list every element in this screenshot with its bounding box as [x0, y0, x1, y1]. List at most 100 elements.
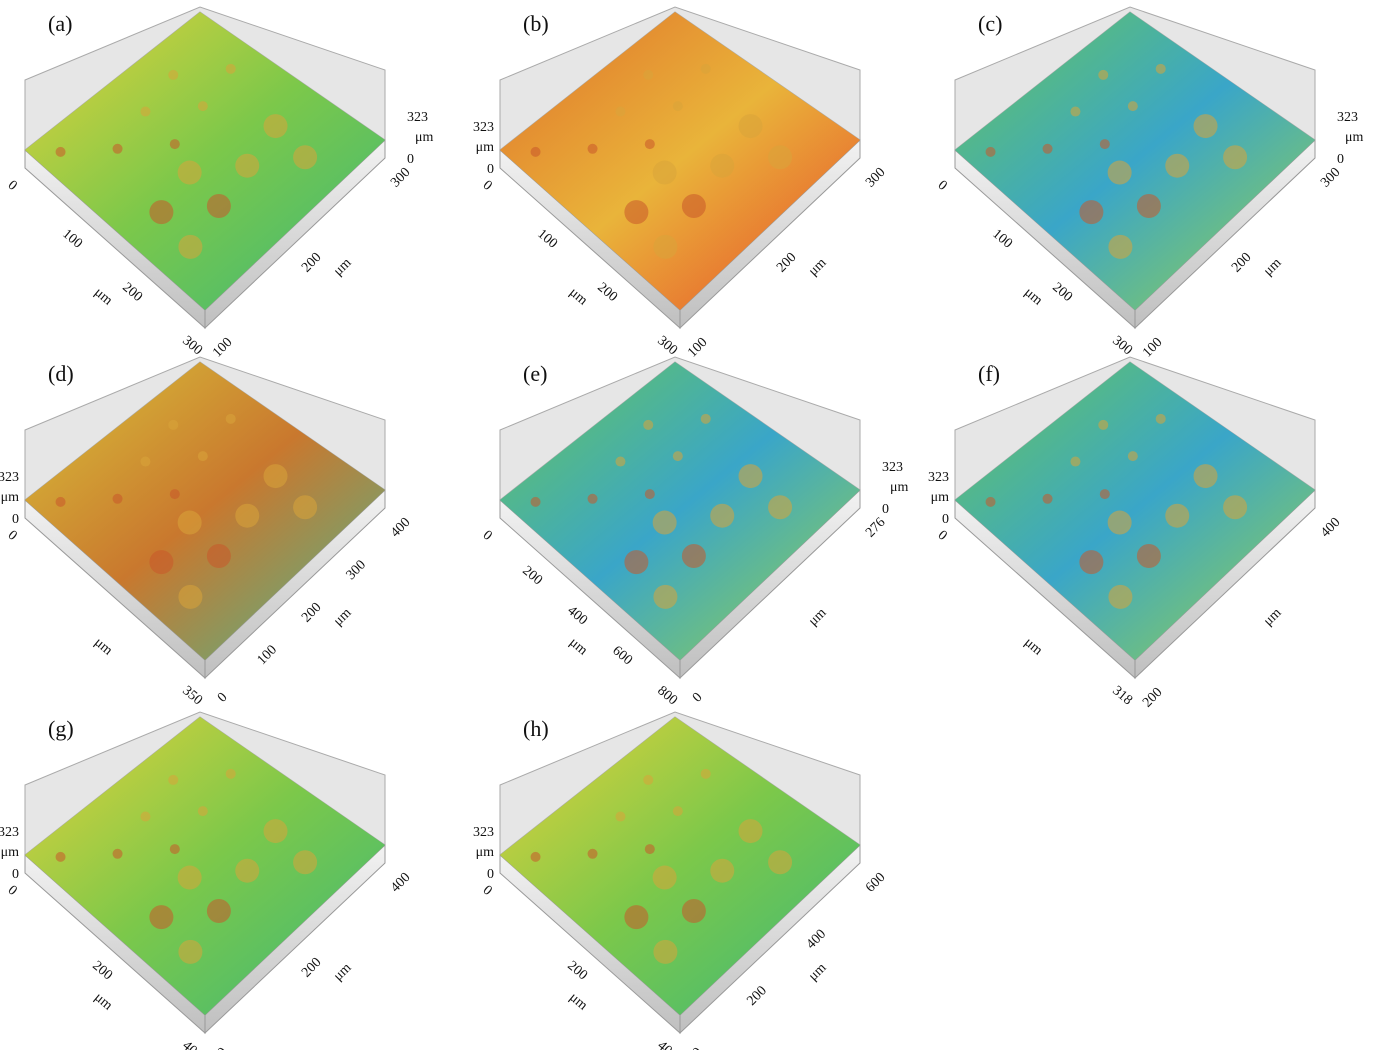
y-tick-label: 200 — [744, 983, 769, 1008]
y-tick-label: 400 — [1318, 515, 1343, 540]
x-tick-label: 350 — [179, 683, 205, 708]
surface-feature — [644, 139, 655, 150]
surface-feature — [1193, 464, 1218, 489]
y-unit: μm — [806, 255, 830, 279]
surface-panel: (d) 0 350 μm 0 100 200 300 400 μm 323 μm 0 — [0, 356, 414, 708]
surface-feature — [644, 489, 655, 500]
z-tick-label: 0 — [882, 502, 889, 517]
surface-feature — [178, 584, 203, 609]
surface-feature — [149, 200, 174, 225]
surface-feature — [293, 850, 318, 875]
surface-feature — [681, 193, 706, 218]
x-tick-label: 200 — [89, 958, 115, 983]
x-tick-label: 400 — [179, 1038, 205, 1050]
surface-feature — [710, 153, 735, 178]
x-tick-label: 0 — [5, 528, 20, 544]
surface-feature — [235, 153, 260, 178]
z-tick-label: 323 — [407, 110, 428, 125]
y-tick-label: 0 — [690, 1045, 706, 1050]
z-unit: μm — [1345, 130, 1364, 145]
panel-label: (g) — [48, 716, 74, 741]
surface-feature — [672, 451, 683, 462]
surface-feature — [206, 193, 231, 218]
x-tick-label: 0 — [480, 883, 495, 899]
surface-feature — [1099, 489, 1110, 500]
y-unit: μm — [806, 605, 830, 629]
y-tick-label: 200 — [1140, 685, 1165, 710]
y-tick-label: 400 — [388, 515, 413, 540]
surface-feature — [112, 493, 123, 504]
front-wall-right — [679, 843, 861, 1035]
panel-label: (b) — [523, 11, 549, 36]
surface-feature — [738, 819, 763, 844]
z-unit: μm — [476, 845, 495, 860]
y-unit: μm — [806, 960, 830, 984]
surface-feature — [235, 503, 260, 528]
surface — [955, 12, 1315, 310]
surface-feature — [197, 451, 208, 462]
surface-feature — [168, 774, 179, 785]
panel-label: (c) — [978, 11, 1002, 36]
surface-feature — [652, 160, 677, 185]
surface-feature — [653, 584, 678, 609]
surface-feature — [700, 63, 711, 74]
surface-feature — [206, 898, 231, 923]
y-tick-label: 100 — [210, 335, 235, 360]
surface-feature — [1108, 584, 1133, 609]
y-tick-label: 200 — [299, 600, 324, 625]
surface-feature — [615, 456, 626, 467]
y-unit: μm — [331, 960, 355, 984]
y-tick-label: 0 — [690, 690, 706, 706]
y-unit: μm — [331, 605, 355, 629]
y-unit: μm — [331, 255, 355, 279]
surface-feature — [169, 139, 180, 150]
surface-feature — [140, 106, 151, 117]
x-tick-label: 0 — [480, 178, 495, 194]
x-tick-label: 100 — [534, 227, 560, 252]
surface-feature — [615, 811, 626, 822]
surface-feature — [1136, 543, 1161, 568]
surface-feature — [587, 848, 598, 859]
surface-feature — [710, 503, 735, 528]
surface-feature — [1042, 143, 1053, 154]
y-tick-label: 300 — [1318, 165, 1343, 190]
x-tick-label: 0 — [5, 883, 20, 899]
x-unit: μm — [91, 635, 115, 658]
surface-feature — [1223, 145, 1248, 170]
z-tick-label: 0 — [12, 867, 19, 882]
y-tick-label: 300 — [388, 165, 413, 190]
z-tick-label: 323 — [0, 470, 19, 485]
surface-feature — [263, 464, 288, 489]
x-unit: μm — [1021, 635, 1045, 658]
x-tick-label: 0 — [5, 178, 20, 194]
surface-feature — [587, 143, 598, 154]
surface-feature — [1042, 493, 1053, 504]
x-tick-label: 300 — [179, 333, 205, 358]
surface-feature — [1165, 153, 1190, 178]
surface-feature — [206, 543, 231, 568]
front-wall-right — [204, 138, 386, 330]
surface-feature — [644, 844, 655, 855]
x-tick-label: 200 — [594, 280, 620, 305]
x-unit: μm — [91, 990, 115, 1013]
surface-feature — [768, 850, 793, 875]
surface-feature — [1127, 451, 1138, 462]
z-tick-label: 323 — [882, 460, 903, 475]
surface-feature — [653, 939, 678, 964]
surface-panel: (b) 0 100 200 300 μm 100 200 300 μm 323 μm 0 — [473, 6, 889, 361]
surface-feature — [1155, 63, 1166, 74]
surface-feature — [624, 905, 649, 930]
front-wall-right — [1134, 488, 1316, 680]
surface — [25, 362, 385, 660]
surface-feature — [1098, 419, 1109, 430]
surface-feature — [1108, 234, 1133, 259]
surface-feature — [615, 106, 626, 117]
surface-feature — [768, 495, 793, 520]
surface-feature — [624, 200, 649, 225]
y-tick-label: 100 — [255, 643, 280, 668]
surface-feature — [672, 101, 683, 112]
y-unit: μm — [1261, 605, 1285, 629]
surface-feature — [624, 550, 649, 575]
